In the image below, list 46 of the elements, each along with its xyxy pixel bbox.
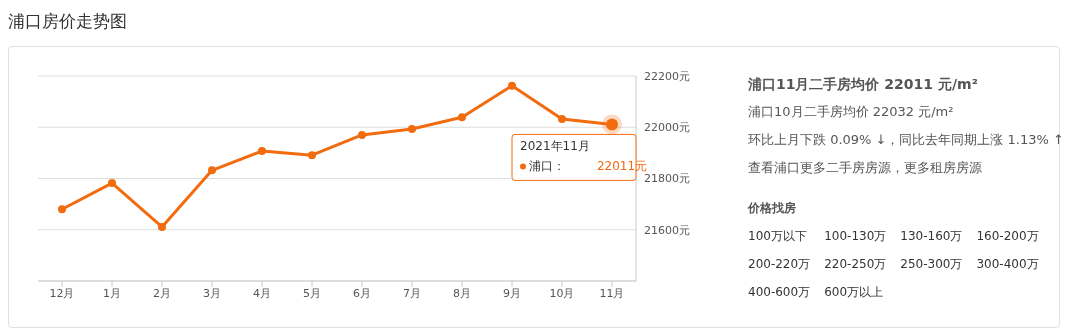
text: 400-600万 [748, 284, 811, 301]
text: 250-300万 [900, 256, 963, 273]
y-tick-label: 21600元 [644, 223, 690, 237]
data-label: 22011元 [596, 159, 648, 174]
point [158, 222, 166, 231]
point [408, 125, 416, 134]
y-tick-label: 22000元 [644, 121, 690, 135]
x-tick-label: 5月 [303, 286, 321, 300]
text: 查看浦口更多二手房房源，更多租房房源 [748, 159, 983, 177]
point [308, 151, 316, 160]
y-tick-label: 22200元 [644, 69, 690, 83]
x-tick-label: 3月 [203, 286, 221, 300]
text: 环比上月下跌 0.09% ↓，同比去年同期上涨 1.13% ↑ [748, 131, 1064, 149]
chart-title: 浦口房价走势图 [8, 10, 127, 33]
point [508, 81, 516, 90]
x-tick-label: 12月 [49, 286, 75, 300]
x-tick-label: 2月 [153, 286, 171, 300]
text: 浦口11月二手房均价 22011 元/m² [748, 75, 979, 94]
annotation: 2021年11月 [520, 139, 590, 154]
text: 100万以下 [748, 228, 808, 245]
point [458, 113, 466, 122]
point [558, 115, 566, 124]
text: 价格找房 [748, 200, 797, 217]
text: 600万以上 [824, 284, 885, 301]
point [108, 179, 116, 188]
point [58, 205, 66, 214]
legend-label: 浦口： [529, 159, 565, 174]
x-tick-label: 6月 [353, 286, 371, 300]
x-tick-label: 8月 [453, 286, 471, 300]
text: 160-200万 [976, 228, 1039, 245]
x-tick-label: 4月 [253, 286, 271, 300]
y-tick-label: 21800元 [644, 172, 690, 186]
x-tick-label: 11月 [599, 286, 625, 300]
x-tick-label: 1月 [103, 286, 121, 300]
text: 200-220万 [748, 256, 811, 273]
text: 浦口10月二手房均价 22032 元/m² [748, 103, 955, 121]
text: 100-130万 [824, 228, 887, 245]
text: 220-250万 [824, 256, 887, 273]
x-tick-label: 9月 [503, 286, 521, 300]
x-tick-label: 7月 [403, 286, 421, 300]
point [358, 130, 366, 139]
point [258, 147, 266, 156]
point [208, 166, 216, 175]
x-tick-label: 10月 [549, 286, 575, 300]
text: 130-160万 [900, 228, 963, 245]
text: 300-400万 [976, 256, 1039, 273]
